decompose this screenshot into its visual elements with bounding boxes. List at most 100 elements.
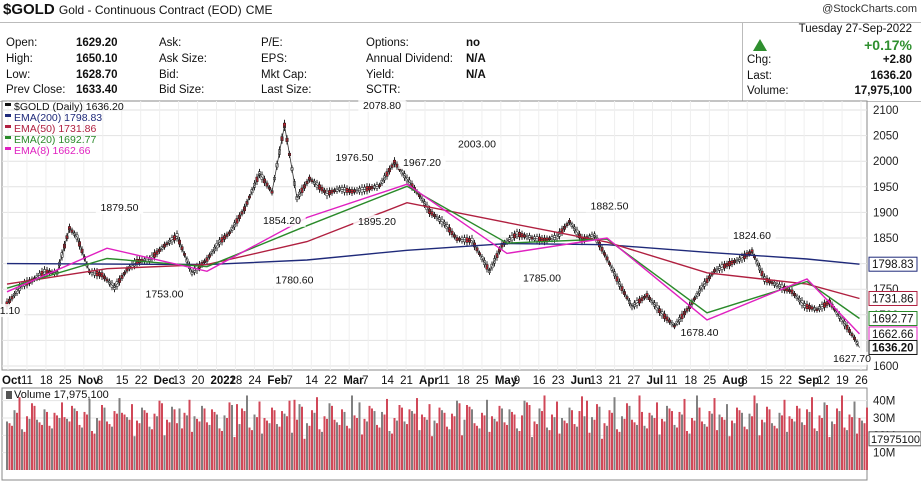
volume-bar [458,403,461,470]
volume-bar [828,437,831,470]
peak-annotation: 1785.00 [523,272,561,284]
peak-annotation: 1753.00 [146,289,184,301]
volume-bar [706,426,708,470]
legend-swatch [5,114,11,117]
volume-bar [306,423,308,470]
time-tick-label: 11 [665,375,677,387]
volume-bar [283,413,286,470]
time-tick-label: 12 [817,375,830,387]
volume-bar [146,412,148,470]
volume-bar [433,420,436,470]
price-tag-box [868,311,918,327]
volume-bar [761,419,763,470]
volume-bar [671,411,673,470]
time-tick-label: 11 [21,375,33,387]
volume-bar [766,406,768,470]
volume-bar [496,421,498,470]
volume-bar [636,424,638,470]
yield-label: Yield: [366,69,395,81]
volume-bar [196,418,198,470]
volume-bar [268,423,271,470]
volume-bar [258,401,261,470]
volume-bar [338,424,341,470]
volume-bar [143,410,146,470]
volume-bar [23,431,26,470]
volume-bar [756,403,758,470]
volume-bar [528,405,531,470]
volume-bar [838,411,841,470]
prev-close-label: Prev Close: [6,84,66,96]
volume-bar [273,410,276,470]
volume-bar [803,424,806,470]
time-tick-label: 24 [248,375,261,387]
volume-bar [771,423,773,470]
time-tick-label: 7 [362,375,368,387]
time-tick-label: 25 [476,375,489,387]
volume-bar [723,419,726,470]
volume-bar [548,430,551,470]
time-tick-label: Apr [419,375,439,387]
volume-bar [561,418,563,470]
volume-bar [183,412,186,470]
time-tick-label: 20 [192,375,205,387]
price-tag-label: 1798.83 [872,259,914,271]
volume-bar [93,433,96,470]
volume-bar [553,417,556,470]
volume-bar [48,425,51,470]
volume-bar [396,420,398,470]
volume-bar [858,418,861,470]
volume-bar [821,418,823,470]
volume-bar [123,414,126,470]
legend-swatch [5,125,11,128]
price-tick-label: 1950 [873,182,899,194]
volume-bar [861,420,863,470]
volume-bar [276,424,278,470]
volume-bar [428,404,431,470]
volume-bar [478,428,481,470]
annotation-bg [270,273,319,287]
volume-bar [301,406,303,470]
volume-bar [246,395,248,470]
volume-bar [376,424,378,470]
volume-bar [728,436,731,470]
volume-bar [411,411,413,470]
time-tick-label: 25 [703,375,716,387]
volume-bar [88,398,91,470]
volume-bar [808,411,811,470]
volume-bar [108,424,111,470]
volume-bar [348,428,351,470]
volume-bar [216,414,218,470]
volume-bar [281,411,283,470]
volume-bar [68,421,71,470]
legend-entry: EMA(8) 1662.66 [14,145,91,157]
volume-bar [651,415,653,470]
volume-bar [853,401,856,470]
volume-bar [716,430,718,470]
volume-bar [831,421,833,470]
time-tick-label: 8 [97,375,103,387]
volume-bar [13,410,16,470]
volume-bar [568,407,571,470]
volume-bar [223,415,226,470]
volume-bar [456,400,458,470]
dividend-value: N/A [466,53,486,65]
volume-bar [148,426,151,470]
peak-annotation: 1678.40 [681,327,719,339]
price-tick-label: 1600 [873,361,899,373]
volume-bar [78,424,81,470]
volume-bar [738,410,741,470]
volume-bar [231,405,233,470]
dividend-label: Annual Dividend: [366,53,453,65]
volume-bar [323,416,326,470]
volume-bar [343,411,346,470]
options-value: no [466,37,481,49]
time-tick-label: May [495,375,518,387]
chg-value: +2.80 [882,54,912,66]
volume-bar [286,416,288,470]
time-tick-label: 14 [381,375,394,387]
volume-bar [703,424,706,470]
volume-bar [708,411,711,470]
volume-bar [8,423,11,470]
volume-bar [393,418,396,470]
time-tick-label: 13 [590,375,603,387]
